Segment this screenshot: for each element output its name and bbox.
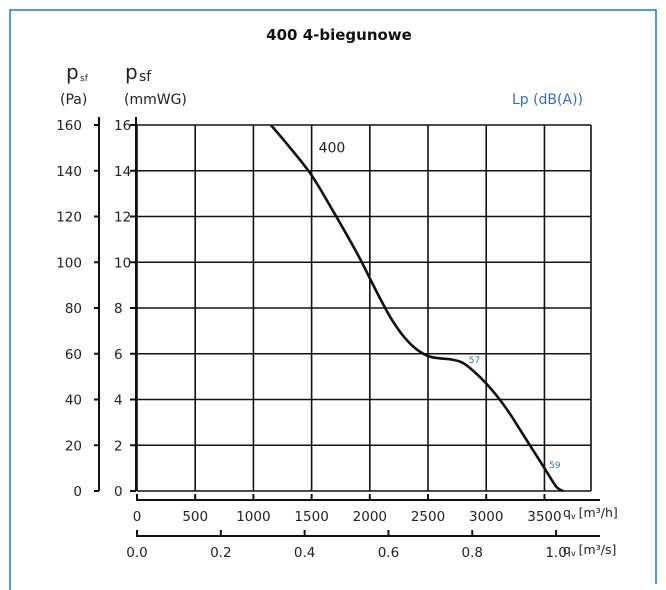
y-tick-label-mmwg: 14 xyxy=(114,164,131,180)
x-tick-label-m3s: 0.8 xyxy=(462,545,483,561)
series-line-400 xyxy=(269,124,564,493)
x-tick-label-m3h: 0 xyxy=(133,509,142,525)
sound-level-label: 57 xyxy=(469,356,480,366)
chart-title: 400 4-biegunowe xyxy=(266,26,412,44)
x-tick-label-m3s: 0.0 xyxy=(126,545,147,561)
y-tick-label-pa: 80 xyxy=(65,301,82,317)
x-axis-m3s-label: qv [m³/s] xyxy=(563,542,616,558)
curve-label: 400 xyxy=(319,140,346,156)
x-tick-label-m3h: 2000 xyxy=(353,509,387,525)
x-tick-label-m3s: 0.4 xyxy=(294,545,315,561)
y-tick-label-mmwg: 6 xyxy=(114,347,123,363)
x-tick-label-m3h: 1500 xyxy=(294,509,328,525)
y-tick-label-mmwg: 16 xyxy=(114,118,131,134)
svg-text:qv[m³/h]: qv [m³/h] xyxy=(563,505,618,521)
data-series xyxy=(269,124,564,493)
y-tick-label-pa: 60 xyxy=(65,347,82,363)
y-tick-label-mmwg: 10 xyxy=(114,255,131,271)
y-tick-label-pa: 140 xyxy=(56,164,82,180)
y-tick-label-mmwg: 12 xyxy=(114,210,131,226)
x-tick-label-m3h: 3500 xyxy=(527,509,561,525)
y-axis-mmwg-unit: (mmWG) xyxy=(124,92,187,108)
y-axis-pa-symbol: p xyxy=(66,60,79,84)
x-tick-label-m3h: 3000 xyxy=(469,509,503,525)
frame-border xyxy=(9,9,657,590)
y-tick-label-pa: 160 xyxy=(56,118,82,134)
y-tick-label-mmwg: 2 xyxy=(114,438,123,454)
x-tick-label-m3h: 500 xyxy=(182,509,208,525)
y-axis-mmwg-symbol: p xyxy=(125,60,138,84)
x-axis-m3h-label: qv [m³/h] xyxy=(563,505,618,521)
y-tick-label-mmwg: 0 xyxy=(114,484,123,500)
x-tick-label-m3s: 0.2 xyxy=(210,545,231,561)
sound-level-label: 59 xyxy=(549,461,561,471)
y-tick-label-pa: 40 xyxy=(65,393,82,409)
y-tick-label-mmwg: 8 xyxy=(114,301,123,317)
y-axis-pa-unit: (Pa) xyxy=(60,92,87,108)
x-tick-label-m3h: 1000 xyxy=(236,509,270,525)
svg-text:qv[m³/s]: qv [m³/s] xyxy=(563,542,616,558)
plot-axes xyxy=(94,117,600,537)
y-tick-label-pa: 20 xyxy=(65,438,82,454)
y-tick-label-pa: 0 xyxy=(73,484,82,500)
x-tick-label-m3h: 2500 xyxy=(411,509,445,525)
y-tick-label-pa: 120 xyxy=(56,210,82,226)
x-tick-label-m3s: 1.0 xyxy=(545,545,566,561)
y-tick-label-mmwg: 4 xyxy=(114,393,123,409)
y-tick-label-pa: 100 xyxy=(56,255,82,271)
annotations: 400 57 59 xyxy=(319,140,561,471)
y-axis-pa-subscript: sf xyxy=(80,74,89,84)
x-tick-label-m3s: 0.6 xyxy=(378,545,399,561)
sound-level-axis-label: Lp (dB(A)) xyxy=(512,92,583,108)
y-axis-mmwg-subscript: sf xyxy=(139,69,152,85)
